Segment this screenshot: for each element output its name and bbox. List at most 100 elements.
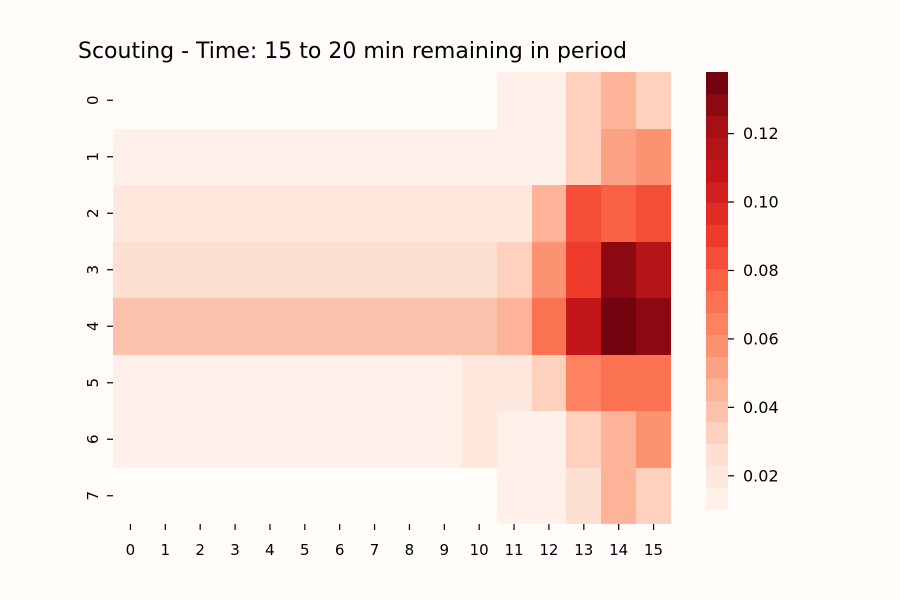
heatmap-cell [218,298,253,355]
heatmap-cell [532,355,566,411]
y-tick-label: 5 [84,378,102,388]
heatmap-cell [322,242,357,298]
heatmap-cell [183,298,218,355]
heatmap-cell [357,298,392,355]
heatmap-cell [148,242,183,298]
heatmap-cell [601,355,636,411]
heatmap-cell [462,411,497,468]
heatmap-cell [566,411,601,468]
heatmap-cell [113,298,148,355]
heatmap-cell [636,242,671,298]
chart-title: Scouting - Time: 15 to 20 min remaining … [78,39,627,64]
colorbar-segment [706,422,728,444]
heatmap-cell [427,411,462,468]
heatmap-cell [148,185,183,242]
colorbar-segment [706,444,728,466]
colorbar-segment [706,488,728,510]
heatmap-cell [148,411,183,468]
x-tick-label: 4 [265,541,275,559]
y-tick-label: 4 [84,321,102,331]
heatmap-cell [218,185,253,242]
heatmap-cell [392,411,427,468]
heatmap-cell [601,72,636,129]
colorbar-segment [706,203,728,225]
heatmap-cell [497,411,532,468]
colorbar-segment [706,225,728,247]
heatmap-cell [322,185,357,242]
heatmap-cell [287,185,322,242]
colorbar-segment [706,72,728,94]
x-tick-label: 6 [335,541,345,559]
heatmap-cell [427,355,462,411]
x-tick-label: 8 [405,541,415,559]
heatmap-cell [462,185,497,242]
heatmap-cells [113,72,671,524]
heatmap-cell [566,129,601,185]
heatmap-cell [183,411,218,468]
x-tick-label: 13 [574,541,593,559]
heatmap-cell [636,185,671,242]
heatmap-cell [148,129,183,185]
heatmap-cell [566,298,601,355]
colorbar-segment [706,138,728,160]
colorbar-segment [706,357,728,379]
heatmap-cell [392,298,427,355]
heatmap-cell [427,129,462,185]
heatmap-cell [287,355,322,411]
y-tick-label: 3 [84,265,102,275]
heatmap-cell [322,355,357,411]
heatmap-cell [601,242,636,298]
colorbar-segment [706,313,728,335]
heatmap-cell [532,411,566,468]
colorbar-segment [706,466,728,488]
heatmap-cell [322,129,357,185]
colorbar: 0.02 0.04 0.06 0.08 0.10 0.12 [706,72,779,510]
heatmap-cell [462,129,497,185]
heatmap-cell [462,242,497,298]
y-axis: 0 1 2 3 4 5 6 7 [84,95,113,501]
x-tick-label: 3 [230,541,240,559]
colorbar-segment [706,116,728,138]
heatmap-cell [392,355,427,411]
heatmap-cell [113,355,148,411]
heatmap-cell [253,242,287,298]
heatmap-cell [497,72,532,129]
heatmap-cell [357,185,392,242]
heatmap-cell [636,298,671,355]
x-tick-label: 5 [300,541,310,559]
heatmap-cell [183,242,218,298]
heatmap-cell [183,185,218,242]
heatmap-cell [218,129,253,185]
heatmap-cell [427,298,462,355]
x-axis: 0 1 2 3 4 5 6 7 8 9 10 11 12 13 14 15 [126,524,663,559]
heatmap-cell [566,242,601,298]
heatmap-cell [532,129,566,185]
heatmap-cell [601,185,636,242]
heatmap-cell [253,355,287,411]
heatmap-cell [601,468,636,524]
heatmap-cell [113,185,148,242]
colorbar-segment [706,379,728,401]
heatmap-cell [357,411,392,468]
heatmap-cell [253,298,287,355]
colorbar-tick-label: 0.02 [743,466,779,485]
heatmap-cell [392,129,427,185]
heatmap-cell [218,242,253,298]
heatmap-cell [287,242,322,298]
y-tick-label: 6 [84,434,102,444]
heatmap-cell [497,185,532,242]
heatmap-cell [253,185,287,242]
x-tick-label: 11 [505,541,524,559]
x-tick-label: 7 [370,541,380,559]
heatmap-cell [218,355,253,411]
heatmap-cell [532,298,566,355]
heatmap-cell [566,72,601,129]
heatmap-cell [113,242,148,298]
heatmap-cell [601,129,636,185]
heatmap-cell [532,72,566,129]
y-tick-label: 2 [84,208,102,218]
heatmap-cell [148,298,183,355]
heatmap-cell [427,242,462,298]
x-tick-label: 12 [539,541,558,559]
